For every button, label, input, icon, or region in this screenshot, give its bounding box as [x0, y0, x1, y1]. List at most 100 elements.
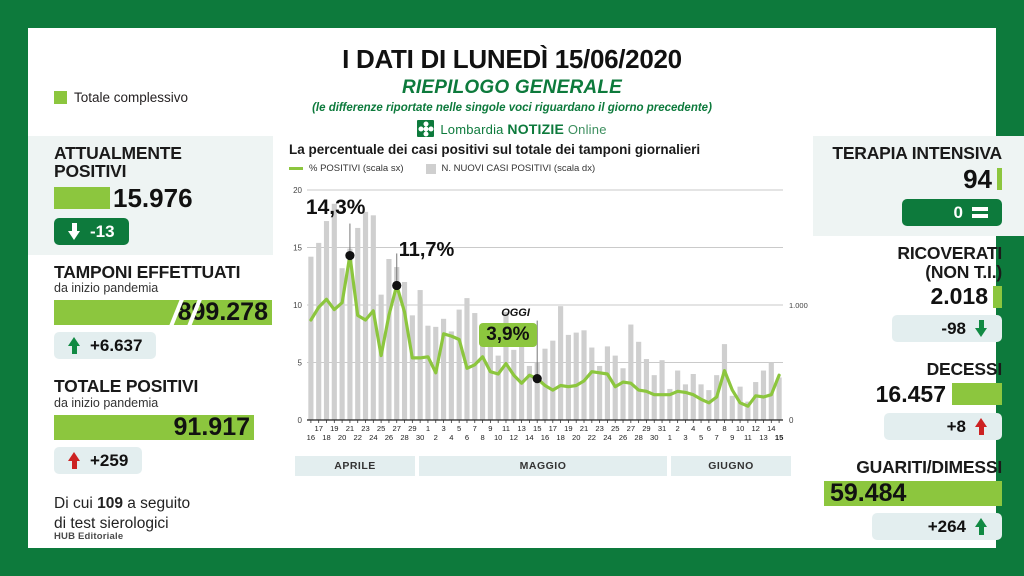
svg-text:15: 15 [775, 433, 784, 442]
arrow-down-white-icon [68, 222, 81, 240]
svg-text:2: 2 [434, 433, 438, 442]
stat-delta-badge: -13 [54, 217, 129, 245]
svg-text:16: 16 [307, 433, 315, 442]
svg-text:27: 27 [627, 424, 635, 433]
chart-title: La percentuale dei casi positivi sul tot… [289, 142, 701, 157]
svg-text:20: 20 [293, 186, 302, 195]
svg-text:15: 15 [293, 244, 302, 253]
arrow-up-green-icon [975, 517, 988, 535]
svg-text:25: 25 [611, 424, 619, 433]
credit-hub-editoriale: HUB Editoriale [54, 530, 124, 542]
legend-square-icon [425, 163, 436, 174]
stat-decessi: DECESSI 16.457 +8 [813, 352, 1024, 449]
svg-text:28: 28 [634, 433, 642, 442]
svg-text:4: 4 [691, 424, 695, 433]
chart-plot-area: 0 5 10 15 20 1.000 0 16 17 18 19 20 21 22 23 24 25 26 27 28… [273, 182, 813, 452]
svg-text:5: 5 [699, 433, 703, 442]
svg-text:22: 22 [588, 433, 596, 442]
svg-text:24: 24 [369, 433, 377, 442]
legend-totale-complessivo: Totale complessivo [54, 90, 188, 105]
svg-text:19: 19 [330, 424, 338, 433]
chart-svg: 051015201.000016171819202122232425262728… [293, 186, 808, 442]
stat-value: 2.018 [930, 283, 988, 310]
svg-text:11: 11 [744, 433, 752, 442]
svg-text:1.000: 1.000 [789, 301, 808, 310]
arrow-down-green-icon [975, 320, 988, 338]
legend-item-label: N. NUOVI CASI POSITIVI (scala dx) [441, 163, 596, 174]
note-number: 109 [97, 494, 123, 512]
stat-ricoverati: RICOVERATI (NON T.I.) 2.018 -98 [813, 236, 1024, 352]
legend-item-percent: % POSITIVI (scala sx) [289, 163, 404, 174]
arrow-up-green-icon [68, 337, 81, 355]
value-bar-icon [952, 383, 1002, 405]
stat-value: 59.484 [830, 480, 907, 506]
stat-value-bar: 899.278 [54, 300, 272, 326]
stat-title: DECESSI [926, 359, 1003, 380]
svg-text:13: 13 [759, 433, 767, 442]
svg-text:7: 7 [715, 433, 719, 442]
oggi-value-badge: 3,9% [479, 322, 537, 348]
legend-item-label: % POSITIVI (scala sx) [309, 163, 404, 174]
stat-subtitle: da inizio pandemia [54, 281, 159, 296]
svg-text:30: 30 [416, 433, 424, 442]
stat-terapia-intensiva: TERAPIA INTENSIVA 94 0 [813, 136, 1024, 237]
svg-text:5: 5 [298, 359, 303, 368]
legend-label: Totale complessivo [74, 90, 189, 105]
svg-text:0: 0 [298, 416, 303, 425]
stat-tamponi-effettuati: TAMPONI EFFETTUATI da inizio pandemia 89… [28, 255, 273, 369]
page-title: I DATI DI LUNEDÌ 15/06/2020 [342, 44, 682, 74]
svg-text:2: 2 [676, 424, 680, 433]
arrow-up-red-icon [975, 417, 988, 435]
body: ATTUALMENTE POSITIVI 15.976 -13 TAMPONI … [28, 136, 1024, 550]
lombardia-flower-icon [417, 120, 435, 137]
svg-text:4: 4 [449, 433, 453, 442]
value-bar-icon [997, 168, 1002, 191]
svg-text:23: 23 [595, 424, 603, 433]
stat-value: 899.278 [177, 300, 268, 326]
svg-text:7: 7 [473, 424, 477, 433]
right-column: TERAPIA INTENSIVA 94 0 RICOVERATI (NON T… [813, 136, 1024, 550]
svg-text:6: 6 [465, 433, 469, 442]
svg-text:10: 10 [736, 424, 744, 433]
stat-totale-positivi: TOTALE POSITIVI da inizio pandemia 91.91… [28, 369, 273, 483]
stat-value: 15.976 [113, 182, 193, 213]
stat-delta-badge: +264 [872, 512, 1002, 540]
svg-text:24: 24 [603, 433, 611, 442]
svg-text:26: 26 [385, 433, 393, 442]
month-band: GIUGNO [671, 456, 791, 476]
sierologici-note: Di cui 109 a seguito di test sierologici [28, 484, 273, 534]
month-band: MAGGIO [419, 456, 667, 476]
svg-text:27: 27 [393, 424, 401, 433]
month-band-row: APRILE MAGGIO GIUGNO [295, 456, 791, 476]
stat-title: TOTALE POSITIVI [54, 376, 199, 397]
svg-text:17: 17 [314, 424, 322, 433]
stat-value-bar: 91.917 [54, 414, 254, 440]
svg-text:20: 20 [338, 433, 346, 442]
svg-text:5: 5 [457, 424, 461, 433]
stat-attualmente-positivi: ATTUALMENTE POSITIVI 15.976 -13 [28, 136, 273, 255]
legend-item-cases: N. NUOVI CASI POSITIVI (scala dx) [425, 163, 596, 174]
svg-text:1: 1 [668, 433, 672, 442]
stat-delta: +259 [90, 450, 129, 470]
arrow-up-red-icon [68, 451, 81, 469]
annotation-peak-2: 11,7% [398, 239, 455, 262]
stat-delta: +8 [946, 416, 966, 436]
infographic-card: Totale complessivo I DATI DI LUNEDÌ 15/0… [28, 28, 1024, 550]
svg-text:18: 18 [556, 433, 564, 442]
stat-title: TERAPIA INTENSIVA [832, 143, 1002, 163]
stat-value-row: 94 [823, 166, 1002, 192]
stat-title: RICOVERATI [897, 243, 1002, 264]
page-subnote: (le differenze riportate nelle singole v… [312, 102, 712, 114]
svg-text:12: 12 [751, 424, 759, 433]
chart-header: La percentuale dei casi positivi sul tot… [273, 136, 813, 174]
svg-text:23: 23 [361, 424, 369, 433]
stat-delta-badge: +259 [54, 446, 143, 474]
svg-text:11: 11 [502, 424, 510, 433]
stat-title: ATTUALMENTE POSITIVI [54, 143, 182, 182]
stat-value-bar: 59.484 [824, 480, 1002, 506]
svg-text:20: 20 [572, 433, 580, 442]
svg-text:0: 0 [789, 416, 794, 425]
brand-part3: Online [567, 121, 607, 137]
legend-line-icon [289, 167, 303, 170]
